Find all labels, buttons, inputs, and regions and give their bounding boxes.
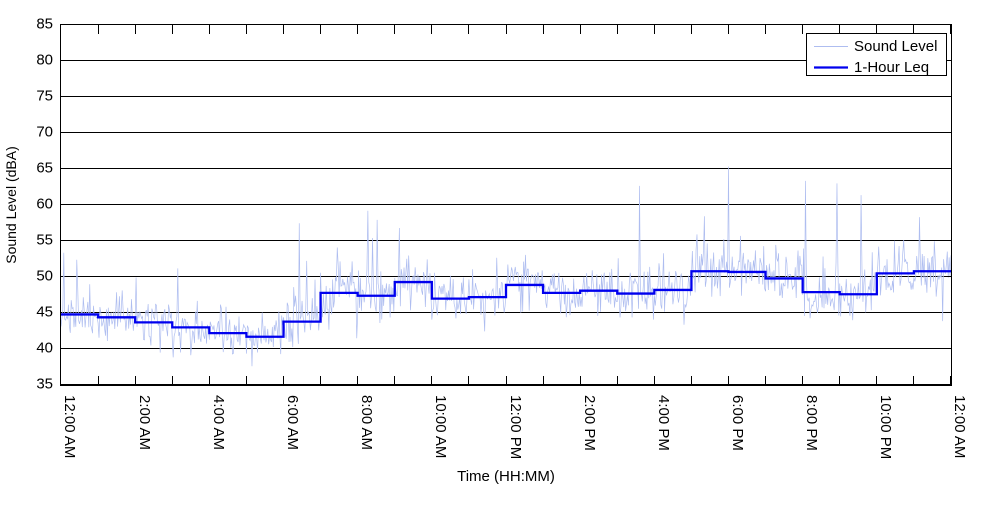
svg-text:8:00 PM: 8:00 PM	[803, 395, 820, 451]
svg-text:10:00 PM: 10:00 PM	[877, 395, 894, 459]
svg-text:8:00 AM: 8:00 AM	[358, 395, 375, 450]
svg-text:65: 65	[36, 160, 53, 177]
svg-text:12:00 PM: 12:00 PM	[507, 395, 524, 459]
svg-text:12:00 AM: 12:00 AM	[61, 395, 78, 458]
svg-text:4:00 PM: 4:00 PM	[655, 395, 672, 451]
svg-text:6:00 PM: 6:00 PM	[729, 395, 746, 451]
svg-text:80: 80	[36, 52, 53, 69]
svg-text:50: 50	[36, 268, 53, 285]
svg-text:1-Hour Leq: 1-Hour Leq	[854, 59, 929, 76]
svg-text:60: 60	[36, 196, 53, 213]
svg-text:4:00 AM: 4:00 AM	[210, 395, 227, 450]
svg-text:2:00 PM: 2:00 PM	[581, 395, 598, 451]
svg-text:2:00 AM: 2:00 AM	[136, 395, 153, 450]
svg-text:6:00 AM: 6:00 AM	[284, 395, 301, 450]
svg-text:Time (HH:MM): Time (HH:MM)	[457, 468, 555, 485]
svg-text:35: 35	[36, 376, 53, 393]
svg-text:Sound Level: Sound Level	[854, 38, 937, 55]
svg-text:55: 55	[36, 232, 53, 249]
svg-text:85: 85	[36, 16, 53, 33]
svg-text:Sound Level (dBA): Sound Level (dBA)	[3, 146, 19, 264]
svg-text:10:00 AM: 10:00 AM	[432, 395, 449, 458]
svg-text:75: 75	[36, 88, 53, 105]
svg-text:45: 45	[36, 304, 53, 321]
svg-text:12:00 AM: 12:00 AM	[951, 395, 968, 458]
svg-text:70: 70	[36, 124, 53, 141]
svg-text:40: 40	[36, 340, 53, 357]
